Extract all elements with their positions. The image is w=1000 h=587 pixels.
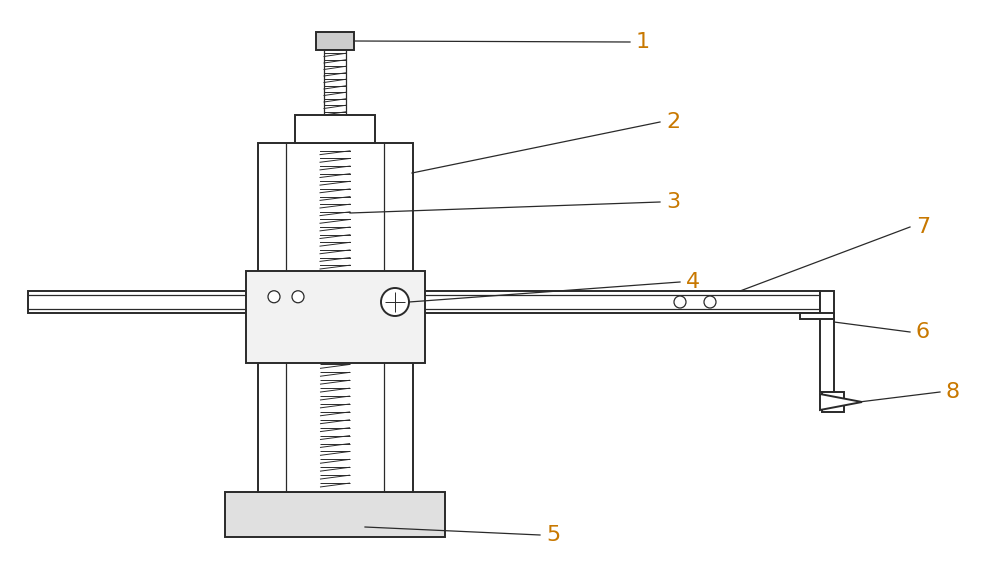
Text: 7: 7 xyxy=(916,217,930,237)
Circle shape xyxy=(381,288,409,316)
Bar xyxy=(258,308,413,492)
Bar xyxy=(28,291,258,313)
Text: 3: 3 xyxy=(666,192,680,212)
Text: 8: 8 xyxy=(946,382,960,402)
Bar xyxy=(225,492,445,537)
Bar xyxy=(800,313,834,319)
Circle shape xyxy=(292,291,304,303)
Bar xyxy=(822,392,844,412)
Text: 1: 1 xyxy=(636,32,650,52)
Bar xyxy=(820,291,834,392)
Bar xyxy=(258,143,413,273)
Text: 5: 5 xyxy=(546,525,560,545)
Bar xyxy=(316,32,354,50)
Bar xyxy=(412,291,820,313)
Text: 4: 4 xyxy=(686,272,700,292)
Bar xyxy=(246,271,425,363)
Polygon shape xyxy=(820,394,862,410)
Circle shape xyxy=(268,291,280,303)
Bar xyxy=(295,115,375,143)
Text: 6: 6 xyxy=(916,322,930,342)
Circle shape xyxy=(674,296,686,308)
Circle shape xyxy=(704,296,716,308)
Text: 2: 2 xyxy=(666,112,680,132)
